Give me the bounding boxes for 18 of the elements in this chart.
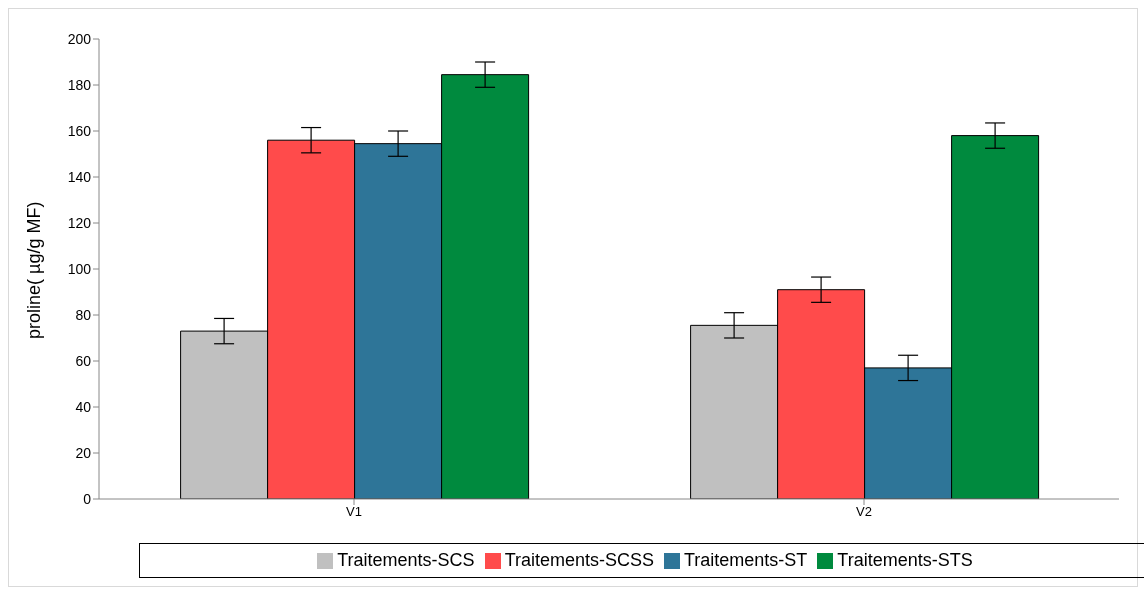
y-tick-label: 120 (67, 214, 92, 231)
y-tick-label: 80 (75, 306, 92, 323)
y-tick-label: 40 (75, 398, 92, 415)
y-tick-label: 160 (67, 122, 92, 139)
legend-label: Traitements-ST (684, 550, 808, 570)
y-tick-label: 180 (67, 76, 92, 93)
x-tick-label: V2 (856, 504, 872, 520)
y-tick-label: 20 (75, 444, 92, 461)
x-tick-label: V1 (346, 504, 362, 520)
y-tick-label: 100 (67, 260, 92, 277)
y-tick-label: 200 (67, 30, 92, 47)
legend-label: Traitements-SCS (337, 550, 475, 570)
y-axis-title: proline( µg/g MF) (24, 201, 45, 339)
legend-label: Traitements-SCSS (504, 550, 654, 570)
legend-label: Traitements-STS (837, 550, 973, 570)
y-tick-label: 60 (75, 352, 92, 369)
y-tick-label: 140 (67, 168, 92, 185)
y-tick-label: 0 (83, 490, 92, 507)
